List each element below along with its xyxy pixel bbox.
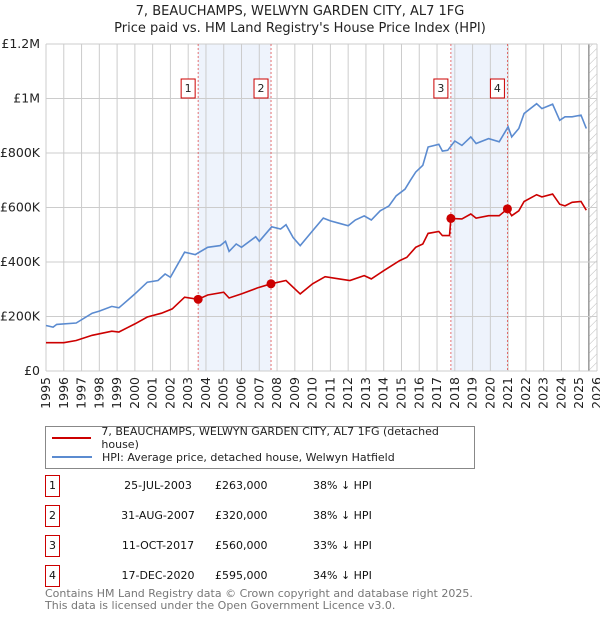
sale-price: £595,000 [215,569,268,582]
x-tick-label: 2012 [340,377,355,409]
x-tick-label: 2003 [180,377,195,409]
legend-item-hpi: HPI: Average price, detached house, Welw… [52,449,395,465]
sale-hpi-diff: 38% ↓ HPI [313,509,372,522]
x-tick-label: 2016 [411,377,426,409]
x-tick-label: 1998 [91,377,106,409]
x-tick-label: 2001 [145,377,160,409]
sale-row: 1 25-JUL-2003 £263,000 38% ↓ HPI [45,475,445,497]
y-tick-label: £400K [0,254,41,269]
sale-date: 17-DEC-2020 [121,569,195,582]
sale-point [266,279,276,289]
x-tick-label: 2000 [127,377,142,409]
x-tick-label: 2011 [322,377,337,409]
y-tick-label: £1M [13,91,40,106]
chart-title: 7, BEAUCHAMPS, WELWYN GARDEN CITY, AL7 1… [136,4,465,19]
sale-number-badge: 1 [45,475,60,497]
x-tick-label: 2017 [429,377,444,409]
sale-date: 31-AUG-2007 [121,509,195,522]
x-tick-label: 2007 [251,377,266,409]
sale-hpi-diff: 38% ↓ HPI [313,479,372,492]
sale-label: 1 [185,82,192,95]
x-tick-label: 2021 [500,377,515,409]
series-line-property [46,193,587,344]
x-tick-label: 2013 [358,377,373,409]
sale-label: 3 [437,82,444,95]
x-tick-label: 1995 [38,377,53,409]
x-tick-label: 2004 [198,377,213,409]
sale-label-box [489,78,505,99]
sale-point [446,213,456,223]
x-tick-label: 2009 [287,377,302,409]
sale-point [193,294,203,304]
y-tick-label: £800K [0,145,41,160]
x-tick-label: 2005 [216,377,231,409]
x-tick-label: 2024 [553,377,568,409]
sale-number-badge: 3 [45,535,60,557]
sale-date: 11-OCT-2017 [121,539,195,552]
legend-label: HPI: Average price, detached house, Welw… [102,450,395,464]
legend-item-property: 7, BEAUCHAMPS, WELWYN GARDEN CITY, AL7 1… [52,425,474,451]
x-tick-label: 1999 [109,377,124,409]
x-tick-label: 2020 [482,377,497,409]
y-tick-label: £0 [24,363,40,378]
x-tick-label: 2006 [234,377,249,409]
sale-point [502,204,512,214]
x-tick-label: 2014 [376,377,391,409]
sale-price: £560,000 [215,539,268,552]
sale-label-box [180,78,196,99]
x-tick-label: 2025 [571,377,586,409]
x-tick-label: 2015 [393,377,408,409]
sale-label: 2 [258,82,265,95]
x-tick-label: 2022 [518,377,533,409]
sale-price: £320,000 [215,509,268,522]
footer: Contains HM Land Registry data © Crown c… [45,588,473,612]
x-tick-label: 2026 [589,377,600,409]
y-tick-label: £200K [0,309,41,324]
price-chart: 7, BEAUCHAMPS, WELWYN GARDEN CITY, AL7 1… [0,4,600,409]
sale-number-badge: 2 [45,505,60,527]
sale-price: £263,000 [215,479,268,492]
sale-hpi-diff: 34% ↓ HPI [313,569,372,582]
sale-row: 4 17-DEC-2020 £595,000 34% ↓ HPI [45,565,445,587]
chart-subtitle: Price paid vs. HM Land Registry's House … [114,21,486,36]
sale-row: 3 11-OCT-2017 £560,000 33% ↓ HPI [45,535,445,557]
x-tick-label: 2010 [305,377,320,409]
chart-legend: 7, BEAUCHAMPS, WELWYN GARDEN CITY, AL7 1… [45,425,475,469]
legend-label: 7, BEAUCHAMPS, WELWYN GARDEN CITY, AL7 1… [101,425,439,451]
x-tick-label: 1996 [56,377,71,409]
sale-row: 2 31-AUG-2007 £320,000 38% ↓ HPI [45,505,445,527]
y-tick-label: £600K [0,200,41,215]
x-tick-label: 2019 [465,377,480,409]
x-tick-label: 2008 [269,377,284,409]
x-tick-label: 2023 [536,377,551,409]
sale-date: 25-JUL-2003 [124,479,192,492]
sale-hpi-diff: 33% ↓ HPI [313,539,372,552]
series-line-hpi [45,102,588,328]
sale-label-box [253,78,269,99]
footer-line-1: Contains HM Land Registry data © Crown c… [45,587,473,600]
sale-number-badge: 4 [45,565,60,587]
footer-line-2: This data is licensed under the Open Gov… [45,599,396,612]
legend-swatch [52,437,92,439]
legend-swatch [52,456,92,458]
x-tick-label: 1997 [74,377,89,409]
x-tick-label: 2018 [447,377,462,409]
sale-label-box [433,78,449,99]
y-tick-label: £1.2M [1,36,40,51]
x-tick-label: 2002 [162,377,177,409]
sale-label: 4 [494,82,501,95]
